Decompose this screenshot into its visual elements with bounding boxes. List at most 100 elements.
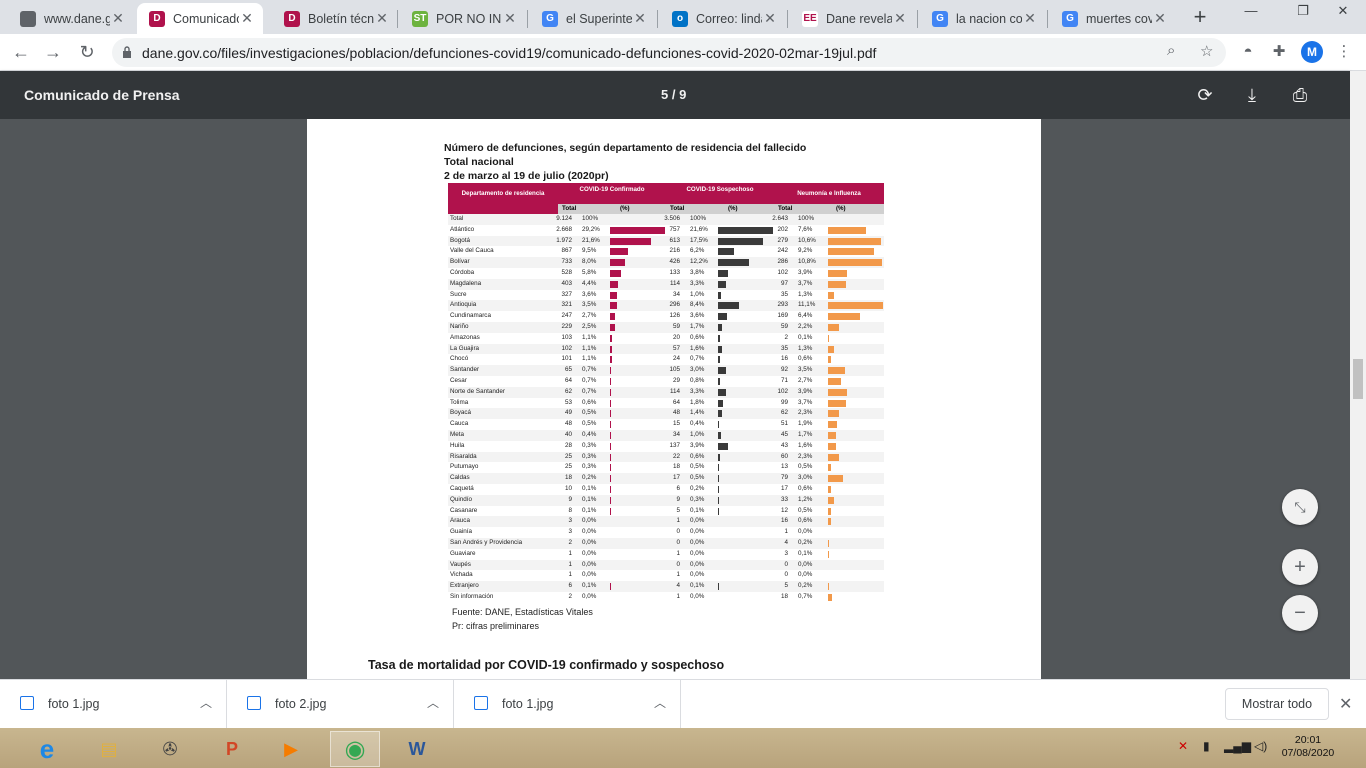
media-player-icon[interactable]: ✇	[162, 738, 178, 759]
percent-bar	[610, 432, 611, 439]
cell-percent: 0,0%	[582, 549, 597, 557]
powerpoint-icon[interactable]: P	[225, 738, 238, 759]
zoom-in-button[interactable]: +	[1282, 549, 1318, 585]
incognito-extension-icon[interactable]: ◓	[1243, 43, 1253, 60]
zoom-out-button[interactable]: −	[1282, 595, 1318, 631]
download-item[interactable]: foto 2.jpg ︿	[227, 680, 454, 729]
address-bar[interactable]: dane.gov.co/files/investigaciones/poblac…	[112, 38, 1226, 67]
download-filename: foto 1.jpg	[48, 697, 100, 711]
google-icon: G	[1062, 10, 1078, 27]
cell-percent: 0,0%	[798, 571, 813, 579]
download-item[interactable]: foto 1.jpg ︿	[454, 680, 681, 729]
chrome-icon[interactable]: ◉	[330, 731, 380, 767]
percent-bar	[610, 421, 611, 429]
header-suspected: COVID-19 Sospechoso	[666, 183, 774, 204]
signal-icon[interactable]: ▂▄▆	[1224, 739, 1251, 753]
cell-percent: 0,3%	[582, 441, 597, 449]
file-explorer-icon[interactable]: ▤	[100, 738, 118, 759]
pdf-viewer[interactable]: Número de defunciones, según departament…	[0, 119, 1350, 679]
tab[interactable]: o Correo: linda ✕	[660, 3, 786, 34]
tab[interactable]: D Comunicado de Prensa✕	[137, 3, 263, 34]
chevron-up-icon[interactable]: ︿	[200, 696, 213, 710]
video-app-icon[interactable]: ▶	[284, 738, 298, 759]
cell-total: 247	[561, 312, 572, 320]
download-item[interactable]: foto 1.jpg ︿	[0, 680, 227, 729]
print-icon[interactable]: ⎙	[1292, 85, 1308, 105]
percent-bar	[828, 345, 835, 353]
extensions-puzzle-icon[interactable]: ✚	[1272, 43, 1286, 60]
percent-bar	[828, 259, 882, 267]
reload-button[interactable]: ↻	[79, 42, 95, 62]
volume-icon[interactable]: ◁)	[1254, 739, 1268, 753]
close-tab-icon[interactable]: ✕	[112, 10, 124, 26]
percent-bar	[828, 475, 843, 483]
cell-total: 137	[669, 441, 680, 449]
close-tab-icon[interactable]: ✕	[634, 10, 646, 26]
cell-percent: 0,1%	[582, 506, 597, 514]
chevron-up-icon[interactable]: ︿	[427, 696, 440, 710]
fit-page-button[interactable]: ⤡	[1282, 489, 1318, 525]
network-alert-icon[interactable]: ✕	[1178, 739, 1189, 753]
cell-percent: 3,3%	[690, 387, 705, 395]
close-tab-icon[interactable]: ✕	[504, 10, 516, 26]
menu-kebab-icon[interactable]: ⋮	[1336, 43, 1352, 60]
cell-total: 169	[777, 312, 788, 320]
profile-avatar[interactable]: M	[1301, 41, 1323, 63]
minimize-button[interactable]: —	[1244, 3, 1258, 18]
internet-explorer-icon[interactable]: e	[39, 733, 55, 764]
tab[interactable]: ST POR NO INFORMAR✕	[400, 3, 526, 34]
rotate-icon[interactable]: ⟳	[1197, 85, 1213, 105]
battery-icon[interactable]: ▮	[1203, 739, 1210, 753]
tab[interactable]: www.dane.gov.co✕	[8, 3, 134, 34]
department-name: Total	[450, 215, 464, 222]
percent-bar	[828, 270, 848, 277]
percent-bar	[828, 248, 874, 256]
show-all-button[interactable]: Mostrar todo	[1225, 688, 1329, 720]
restore-button[interactable]: ❐	[1297, 3, 1309, 18]
download-filename: foto 1.jpg	[502, 697, 554, 711]
percent-bar	[718, 583, 719, 591]
tab[interactable]: EE Dane revela ✕	[790, 3, 916, 34]
tab[interactable]: D Boletín técnico✕	[272, 3, 398, 34]
percent-bar	[610, 496, 611, 504]
close-tab-icon[interactable]: ✕	[894, 10, 906, 26]
cell-total: 327	[561, 290, 572, 298]
close-window-button[interactable]: ✕	[1337, 3, 1349, 18]
percent-bar	[718, 259, 750, 267]
close-tab-icon[interactable]: ✕	[376, 10, 388, 26]
department-name: Caquetá	[450, 485, 474, 492]
tab[interactable]: Gel Superintendente✕	[530, 3, 656, 34]
download-icon[interactable]: ⤓	[1248, 85, 1256, 105]
word-icon[interactable]: W	[408, 738, 426, 759]
clock[interactable]: 20:01 07/08/2020	[1276, 734, 1340, 760]
bookmark-star-icon[interactable]: ☆	[1200, 43, 1214, 60]
cell-percent: 0,2%	[798, 539, 813, 546]
close-tab-icon[interactable]: ✕	[764, 10, 776, 26]
cell-percent: 0,1%	[582, 495, 597, 503]
forward-button[interactable]: →	[44, 42, 62, 62]
close-tab-icon[interactable]: ✕	[1024, 10, 1036, 26]
cell-total: 17	[780, 485, 788, 492]
cell-total: 229	[561, 323, 572, 330]
close-tab-icon[interactable]: ✕	[241, 10, 253, 26]
percent-bar	[828, 388, 848, 396]
close-downloads-icon[interactable]: ✕	[1339, 696, 1353, 713]
percent-bar	[828, 367, 846, 375]
close-tab-icon[interactable]: ✕	[1154, 10, 1166, 26]
page-indicator[interactable]: 5 / 9	[661, 87, 687, 102]
back-button[interactable]: ←	[12, 42, 30, 62]
table-row: Cauca 48 0,5% 15 0,4% 51 1,9%	[448, 419, 884, 430]
cell-total: 62	[780, 409, 788, 417]
percent-bar	[718, 442, 728, 450]
chevron-up-icon[interactable]: ︿	[654, 696, 667, 710]
cell-total: 92	[780, 366, 788, 374]
cell-percent: 0,0%	[690, 517, 705, 525]
table-row: Meta 40 0,4% 34 1,0% 45 1,7%	[448, 430, 884, 441]
new-tab-button[interactable]: +	[1193, 4, 1207, 29]
scrollbar-thumb[interactable]	[1353, 359, 1363, 399]
vertical-scrollbar[interactable]	[1350, 71, 1366, 679]
table-row: Risaralda 25 0,3% 22 0,6% 60 2,3%	[448, 451, 884, 463]
zoom-search-icon[interactable]: ⌕	[1167, 42, 1176, 59]
